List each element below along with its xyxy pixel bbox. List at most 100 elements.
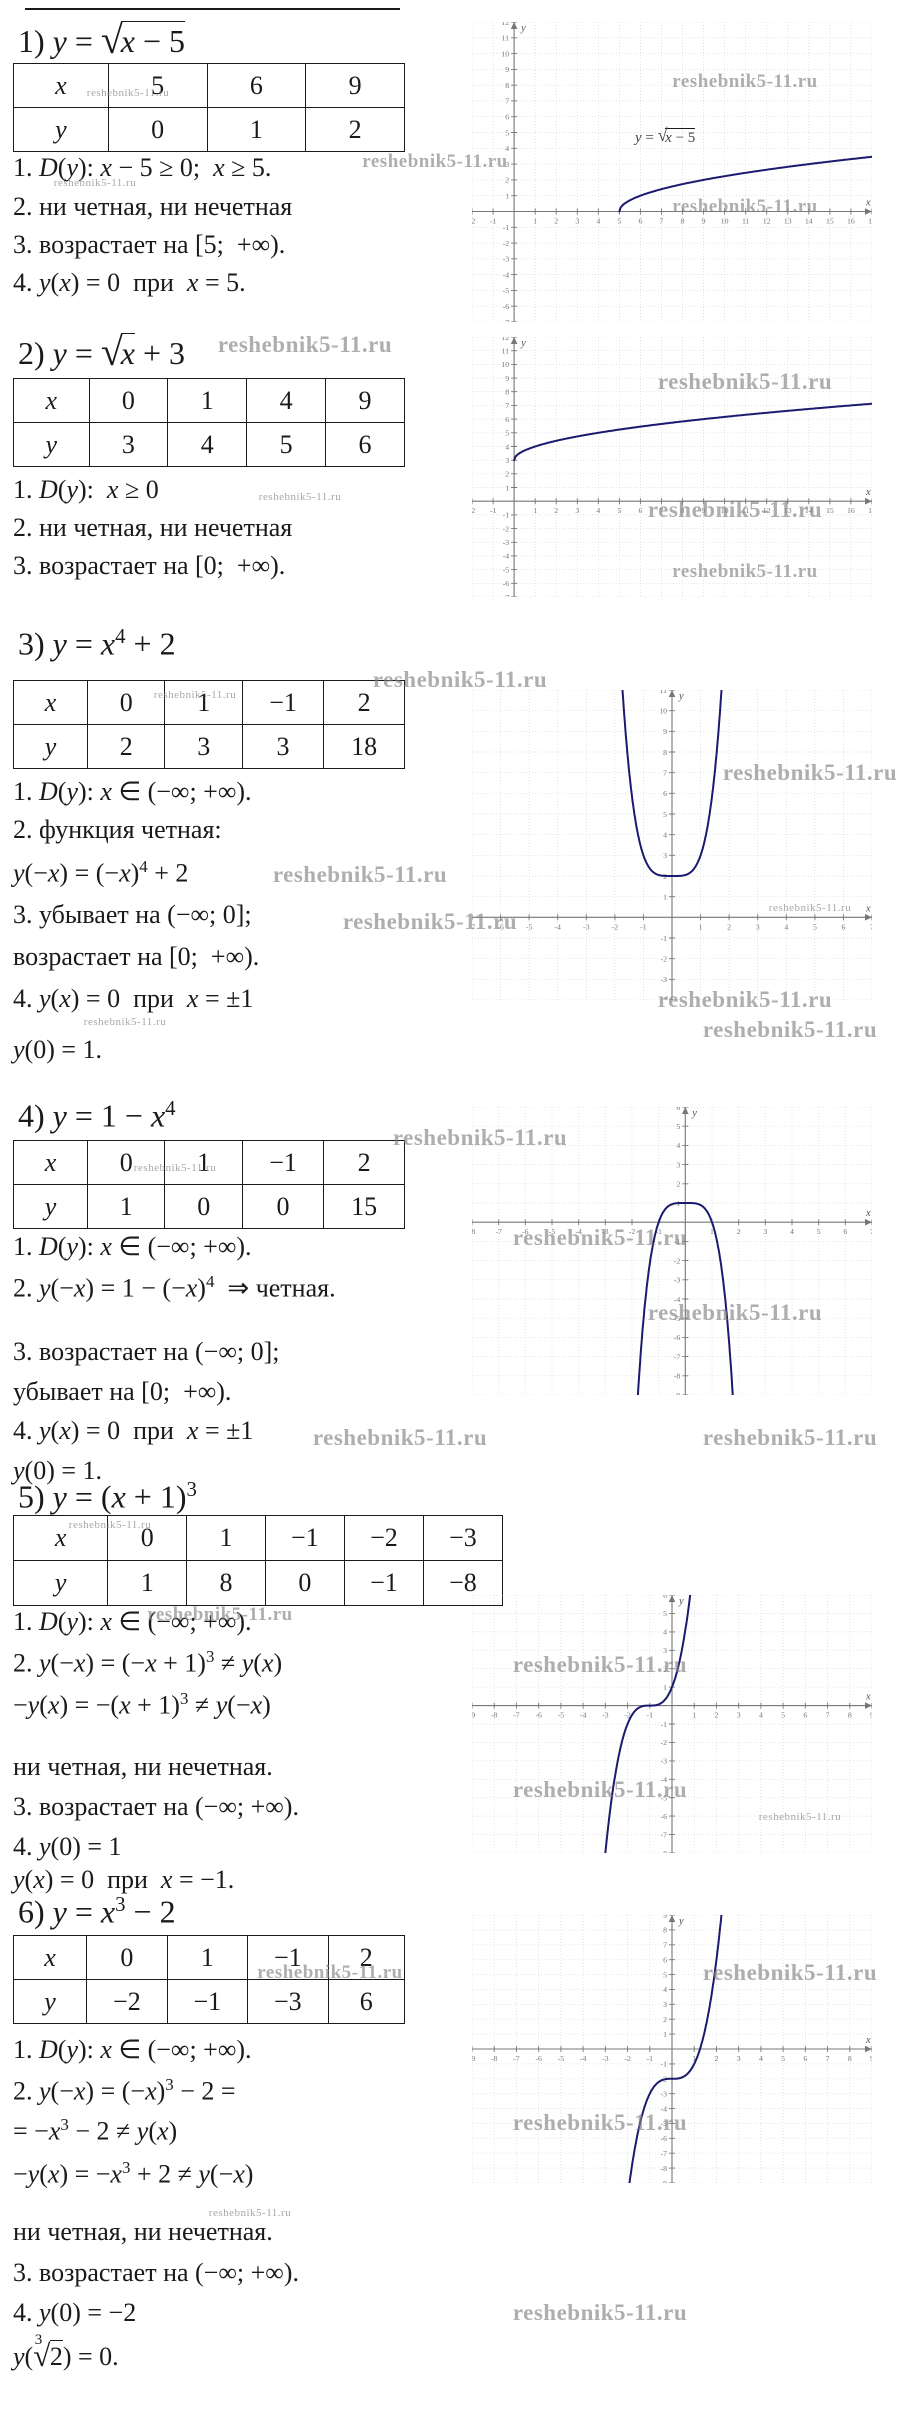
svg-text:4: 4 — [663, 1628, 667, 1637]
svg-text:-1: -1 — [647, 1711, 654, 1720]
svg-text:-5: -5 — [558, 1711, 565, 1720]
svg-text:-2: -2 — [674, 1256, 681, 1265]
svg-text:x: x — [865, 487, 871, 498]
svg-text:-6: -6 — [503, 302, 510, 311]
svg-text:4: 4 — [663, 831, 667, 840]
svg-text:-7: -7 — [674, 1352, 681, 1361]
svg-text:-3: -3 — [503, 255, 510, 264]
svg-text:x: x — [865, 198, 871, 209]
svg-text:9: 9 — [505, 65, 509, 74]
svg-text:15: 15 — [826, 506, 834, 515]
svg-text:2: 2 — [714, 2054, 718, 2063]
svg-text:x: x — [865, 1208, 871, 1219]
svg-text:-7: -7 — [513, 1711, 520, 1720]
svg-text:7: 7 — [826, 1711, 830, 1720]
svg-text:3: 3 — [756, 922, 760, 931]
svg-text:4: 4 — [759, 2054, 763, 2063]
svg-text:-4: -4 — [503, 270, 510, 279]
svg-text:1: 1 — [692, 1711, 696, 1720]
svg-text:-4: -4 — [580, 1711, 587, 1720]
svg-text:6: 6 — [505, 113, 509, 122]
svg-text:5: 5 — [813, 922, 817, 931]
svg-text:6: 6 — [663, 1956, 667, 1965]
svg-text:-8: -8 — [491, 2054, 498, 2063]
svg-text:-3: -3 — [661, 2090, 668, 2099]
svg-text:-1: -1 — [503, 511, 510, 520]
svg-text:6: 6 — [841, 922, 845, 931]
svg-text:5: 5 — [676, 1122, 680, 1131]
svg-text:-8: -8 — [661, 1849, 668, 1853]
svg-text:4: 4 — [759, 1711, 763, 1720]
svg-text:9: 9 — [663, 727, 667, 736]
svg-text:15: 15 — [826, 217, 834, 226]
svg-text:8: 8 — [505, 388, 509, 397]
svg-text:-1: -1 — [661, 2060, 668, 2069]
svg-text:3: 3 — [575, 506, 579, 515]
svg-text:7: 7 — [505, 401, 509, 410]
svg-text:-8: -8 — [472, 1227, 475, 1236]
svg-text:3: 3 — [663, 2000, 667, 2009]
svg-text:-1: -1 — [661, 1720, 668, 1729]
svg-text:4: 4 — [784, 922, 788, 931]
svg-text:5: 5 — [663, 1970, 667, 1979]
svg-text:3: 3 — [676, 1160, 680, 1169]
svg-text:10: 10 — [659, 707, 667, 716]
svg-text:-3: -3 — [661, 975, 668, 984]
svg-text:5: 5 — [505, 128, 509, 137]
svg-text:x: x — [865, 2035, 871, 2046]
svg-text:5: 5 — [617, 506, 621, 515]
svg-text:7: 7 — [660, 217, 664, 226]
svg-text:-2: -2 — [612, 922, 619, 931]
svg-text:8: 8 — [848, 1711, 852, 1720]
svg-text:1: 1 — [663, 893, 667, 902]
svg-text:-6: -6 — [535, 2054, 542, 2063]
svg-text:-3: -3 — [503, 538, 510, 547]
svg-text:-2: -2 — [661, 955, 668, 964]
svg-text:-2: -2 — [503, 524, 510, 533]
svg-text:8: 8 — [505, 81, 509, 90]
svg-text:1: 1 — [505, 192, 509, 201]
svg-text:11: 11 — [659, 690, 667, 695]
svg-text:y: y — [678, 1916, 684, 1927]
svg-text:-5: -5 — [503, 565, 510, 574]
svg-text:3: 3 — [505, 456, 509, 465]
svg-text:-1: -1 — [490, 506, 497, 515]
svg-text:-4: -4 — [580, 2054, 587, 2063]
svg-text:12: 12 — [501, 337, 509, 342]
svg-text:10: 10 — [501, 49, 509, 58]
svg-text:-1: -1 — [661, 934, 668, 943]
svg-text:-7: -7 — [503, 318, 510, 322]
svg-text:-5: -5 — [526, 922, 533, 931]
svg-text:-2: -2 — [472, 506, 475, 515]
svg-text:6: 6 — [505, 415, 509, 424]
svg-text:-6: -6 — [661, 1812, 668, 1821]
svg-text:-9: -9 — [661, 2179, 668, 2183]
svg-text:6: 6 — [638, 506, 642, 515]
svg-text:4: 4 — [676, 1141, 680, 1150]
svg-text:4: 4 — [596, 506, 600, 515]
svg-text:-7: -7 — [661, 1830, 668, 1839]
svg-text:4: 4 — [596, 217, 600, 226]
svg-text:1: 1 — [663, 1683, 667, 1692]
svg-text:10: 10 — [501, 360, 509, 369]
svg-text:7: 7 — [663, 1941, 667, 1950]
svg-text:-6: -6 — [535, 1711, 542, 1720]
svg-text:-4: -4 — [503, 552, 510, 561]
svg-text:-9: -9 — [472, 2054, 475, 2063]
svg-text:17: 17 — [868, 506, 872, 515]
svg-text:2: 2 — [676, 1180, 680, 1189]
svg-text:-6: -6 — [503, 579, 510, 588]
svg-text:6: 6 — [663, 1595, 667, 1600]
svg-text:8: 8 — [848, 2054, 852, 2063]
svg-text:y: y — [678, 1596, 684, 1607]
svg-text:-9: -9 — [472, 1711, 475, 1720]
svg-text:2: 2 — [554, 217, 558, 226]
svg-text:5: 5 — [817, 1227, 821, 1236]
svg-text:6: 6 — [663, 789, 667, 798]
svg-text:-4: -4 — [554, 922, 561, 931]
svg-text:1: 1 — [663, 2030, 667, 2039]
svg-text:-1: -1 — [503, 223, 510, 232]
svg-text:7: 7 — [870, 1227, 872, 1236]
svg-text:1: 1 — [533, 217, 537, 226]
svg-text:2: 2 — [714, 1711, 718, 1720]
